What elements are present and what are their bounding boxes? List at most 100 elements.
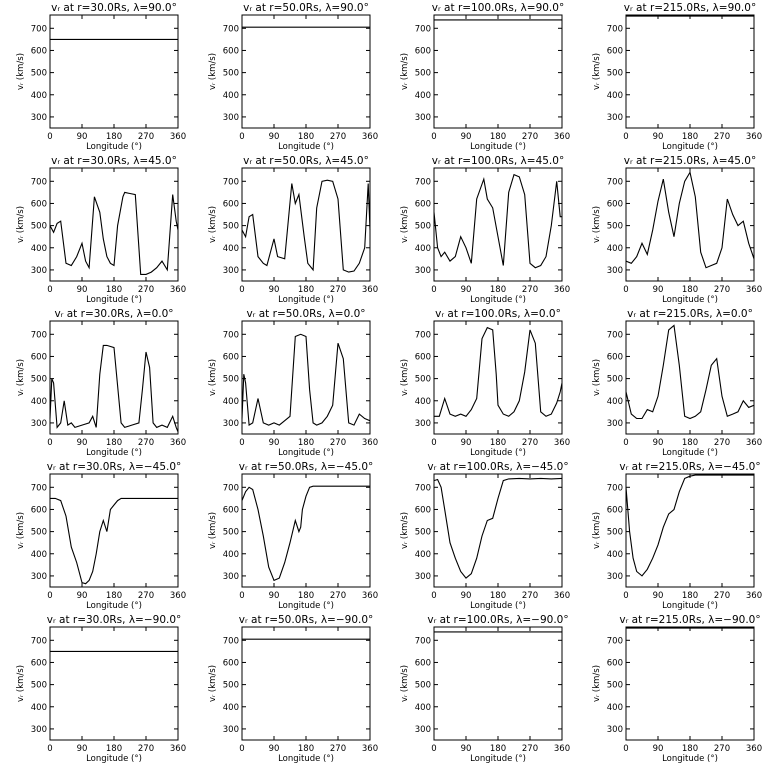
plot-frame bbox=[433, 320, 563, 435]
x-tick-label: 270 bbox=[138, 591, 154, 601]
chart-panel: vᵣ at r=215.0Rs, λ=−45.0° 0 90 180 270 360 300… bbox=[592, 461, 762, 611]
plot-frame bbox=[241, 473, 371, 588]
y-tick-label: 500 bbox=[31, 681, 47, 691]
x-tick-label: 270 bbox=[330, 132, 346, 142]
y-tick-label: 600 bbox=[415, 658, 431, 668]
chart-title: vᵣ at r=30.0Rs, λ=−90.0° bbox=[47, 614, 182, 626]
x-tick-label: 360 bbox=[746, 591, 762, 601]
y-tick-label: 600 bbox=[223, 199, 239, 209]
y-tick-label: 700 bbox=[415, 330, 431, 340]
y-tick-label: 400 bbox=[31, 91, 47, 101]
x-tick-label: 0 bbox=[623, 744, 628, 754]
y-tick-label: 700 bbox=[31, 177, 47, 187]
x-tick-label: 180 bbox=[106, 438, 122, 448]
x-tick-label: 270 bbox=[330, 744, 346, 754]
x-tick-label: 360 bbox=[746, 132, 762, 142]
x-tick-label: 360 bbox=[362, 744, 378, 754]
plot-frame bbox=[625, 14, 755, 129]
y-tick-label: 400 bbox=[607, 397, 623, 407]
x-axis-label: Longitude (°) bbox=[86, 295, 142, 305]
plot-frame bbox=[625, 320, 755, 435]
chart-title: vᵣ at r=50.0Rs, λ=−45.0° bbox=[239, 461, 374, 473]
y-axis-label: vᵣ (km/s) bbox=[16, 53, 26, 90]
y-tick-label: 500 bbox=[31, 375, 47, 385]
x-tick-label: 90 bbox=[653, 591, 664, 601]
y-axis-label: vᵣ (km/s) bbox=[16, 359, 26, 396]
chart-title: vᵣ at r=215.0Rs, λ=−90.0° bbox=[619, 614, 760, 626]
x-tick-label: 0 bbox=[47, 591, 52, 601]
y-axis-label: vᵣ (km/s) bbox=[400, 665, 410, 702]
y-tick-label: 400 bbox=[607, 91, 623, 101]
x-tick-label: 0 bbox=[431, 591, 436, 601]
y-tick-label: 600 bbox=[31, 505, 47, 515]
y-axis-label: vᵣ (km/s) bbox=[592, 665, 602, 702]
x-tick-label: 90 bbox=[269, 132, 280, 142]
chart-panel: vᵣ at r=215.0Rs, λ=0.0° 0 90 180 270 360 300 40… bbox=[592, 308, 762, 458]
y-tick-label: 600 bbox=[607, 46, 623, 56]
x-tick-label: 360 bbox=[554, 744, 570, 754]
chart-title: vᵣ at r=100.0Rs, λ=90.0° bbox=[432, 2, 564, 14]
y-tick-label: 300 bbox=[607, 266, 623, 276]
x-axis-label: Longitude (°) bbox=[278, 295, 334, 305]
x-tick-label: 360 bbox=[170, 285, 186, 295]
x-tick-label: 90 bbox=[461, 132, 472, 142]
y-tick-label: 700 bbox=[415, 636, 431, 646]
chart-panel: vᵣ at r=100.0Rs, λ=0.0° 0 90 180 270 360 300 40… bbox=[400, 308, 570, 458]
y-axis-label: vᵣ (km/s) bbox=[400, 206, 410, 243]
x-tick-label: 270 bbox=[138, 285, 154, 295]
x-tick-label: 90 bbox=[77, 132, 88, 142]
y-axis-label: vᵣ (km/s) bbox=[16, 206, 26, 243]
x-tick-label: 360 bbox=[746, 285, 762, 295]
chart-panel: vᵣ at r=50.0Rs, λ=−90.0° 0 90 180 270 360 300 4… bbox=[208, 614, 378, 764]
x-tick-label: 0 bbox=[623, 438, 628, 448]
y-tick-label: 300 bbox=[31, 725, 47, 735]
x-tick-label: 90 bbox=[269, 438, 280, 448]
y-tick-label: 300 bbox=[607, 572, 623, 582]
y-axis-label: vᵣ (km/s) bbox=[208, 359, 218, 396]
y-tick-label: 500 bbox=[223, 375, 239, 385]
x-tick-label: 360 bbox=[170, 132, 186, 142]
y-tick-label: 700 bbox=[31, 330, 47, 340]
chart-panel: vᵣ at r=50.0Rs, λ=45.0° 0 90 180 270 360 300 40… bbox=[208, 155, 378, 305]
y-tick-label: 700 bbox=[415, 24, 431, 34]
plot-frame bbox=[433, 473, 563, 588]
y-tick-label: 500 bbox=[607, 375, 623, 385]
chart-panel: vᵣ at r=50.0Rs, λ=90.0° 0 90 180 270 360 300 40… bbox=[208, 2, 378, 152]
x-tick-label: 0 bbox=[47, 438, 52, 448]
x-tick-label: 360 bbox=[362, 285, 378, 295]
y-tick-label: 500 bbox=[607, 222, 623, 232]
y-tick-label: 700 bbox=[607, 177, 623, 187]
x-tick-label: 0 bbox=[623, 591, 628, 601]
chart-title: vᵣ at r=50.0Rs, λ=90.0° bbox=[243, 2, 369, 14]
y-tick-label: 500 bbox=[31, 69, 47, 79]
y-axis-label: vᵣ (km/s) bbox=[208, 665, 218, 702]
x-axis-label: Longitude (°) bbox=[470, 295, 526, 305]
x-tick-label: 180 bbox=[490, 591, 506, 601]
x-tick-label: 0 bbox=[431, 132, 436, 142]
chart-title: vᵣ at r=50.0Rs, λ=45.0° bbox=[243, 155, 369, 167]
x-tick-label: 360 bbox=[554, 285, 570, 295]
x-tick-label: 180 bbox=[106, 132, 122, 142]
y-tick-label: 400 bbox=[415, 244, 431, 254]
x-tick-label: 90 bbox=[77, 744, 88, 754]
x-tick-label: 180 bbox=[106, 591, 122, 601]
y-tick-label: 500 bbox=[223, 528, 239, 538]
chart-panel: vᵣ at r=100.0Rs, λ=90.0° 0 90 180 270 360 300 4… bbox=[400, 2, 570, 152]
x-tick-label: 360 bbox=[554, 132, 570, 142]
x-tick-label: 0 bbox=[239, 744, 244, 754]
x-tick-label: 90 bbox=[653, 285, 664, 295]
chart-panel: vᵣ at r=30.0Rs, λ=45.0° 0 90 180 270 360 300 40… bbox=[16, 155, 186, 305]
chart-title: vᵣ at r=30.0Rs, λ=90.0° bbox=[51, 2, 177, 14]
y-tick-label: 700 bbox=[607, 24, 623, 34]
y-axis-label: vᵣ (km/s) bbox=[16, 512, 26, 549]
y-axis-label: vᵣ (km/s) bbox=[592, 512, 602, 549]
x-tick-label: 180 bbox=[106, 744, 122, 754]
x-tick-label: 180 bbox=[490, 285, 506, 295]
y-tick-label: 700 bbox=[607, 330, 623, 340]
x-tick-label: 180 bbox=[298, 132, 314, 142]
plot-frame bbox=[625, 167, 755, 282]
x-tick-label: 270 bbox=[522, 438, 538, 448]
x-tick-label: 0 bbox=[239, 438, 244, 448]
x-tick-label: 0 bbox=[623, 132, 628, 142]
x-tick-label: 360 bbox=[362, 132, 378, 142]
